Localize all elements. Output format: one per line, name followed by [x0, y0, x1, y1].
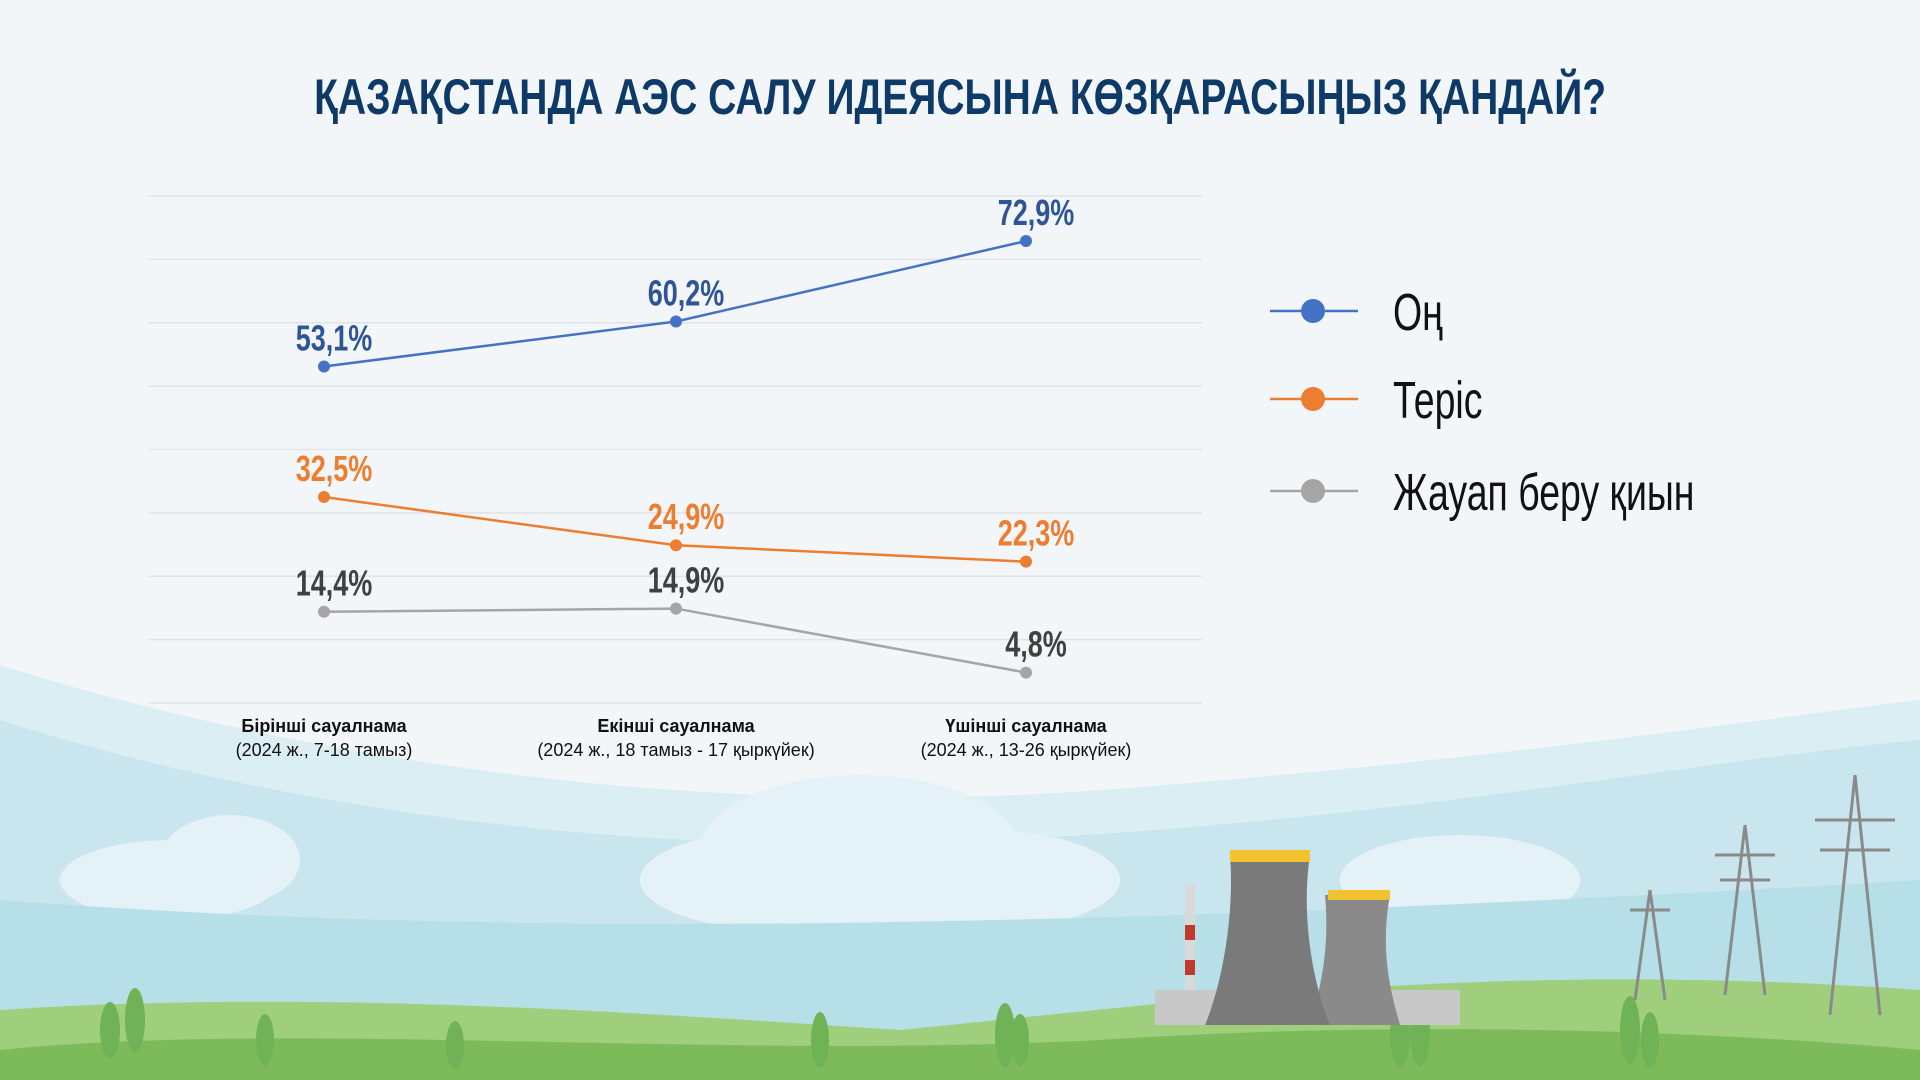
data-point [670, 315, 682, 328]
legend-label: Жауап беру қиын [1393, 464, 1695, 522]
data-point [670, 602, 682, 615]
legend-marker-icon [1270, 387, 1358, 411]
legend-marker-icon [1270, 299, 1358, 323]
data-label: 14,4% [296, 563, 373, 604]
legend-item: Теріс [1268, 369, 1868, 430]
x-tick-label: Екінші сауалнама (2024 ж., 18 тамыз - 17 … [476, 714, 876, 762]
data-label: 22,3% [998, 513, 1075, 554]
x-tick-label: Үшінші сауалнама (2024 ж., 13-26 қыркүйек… [826, 714, 1226, 762]
data-point [1020, 234, 1032, 247]
x-tick-name: Үшінші сауалнама [945, 716, 1107, 736]
data-label: 32,5% [296, 448, 373, 489]
data-label: 72,9% [998, 192, 1075, 233]
x-tick-period: (2024 ж., 7-18 тамыз) [235, 740, 413, 760]
data-point [1020, 666, 1032, 679]
legend-label: Теріс [1393, 372, 1483, 430]
x-tick-period: (2024 ж., 18 тамыз - 17 қыркүйек) [537, 740, 815, 760]
x-tick-label: Бірінші сауалнама (2024 ж., 7-18 тамыз) [124, 714, 524, 762]
x-tick-period: (2024 ж., 13-26 қыркүйек) [920, 740, 1132, 760]
data-label: 14,9% [648, 560, 725, 601]
data-label: 4,8% [1005, 624, 1067, 665]
legend-item: Оң [1268, 281, 1868, 342]
hill-front [0, 1029, 1920, 1080]
trees [100, 988, 1659, 1069]
legend-marker-icon [1270, 479, 1358, 503]
data-label: 24,9% [648, 496, 725, 537]
power-pylons [1630, 774, 1895, 1016]
x-tick-name: Бірінші сауалнама [241, 716, 407, 736]
data-point [1020, 555, 1032, 568]
legend-label: Оң [1393, 284, 1443, 342]
chart-title-text: ҚАЗАҚСТАНДА АЭС САЛУ ИДЕЯСЫНА КӨЗҚАРАСЫҢ… [314, 69, 1606, 125]
power-plant [1155, 850, 1460, 1025]
chart-title: ҚАЗАҚСТАНДА АЭС САЛУ ИДЕЯСЫНА КӨЗҚАРАСЫҢ… [0, 68, 1920, 126]
data-point [670, 539, 682, 552]
x-tick-name: Екінші сауалнама [597, 716, 755, 736]
data-label: 53,1% [296, 318, 373, 359]
series-line-2 [323, 607, 1027, 674]
data-point [318, 491, 330, 504]
data-label: 60,2% [648, 273, 725, 314]
data-point [318, 360, 330, 373]
data-point [318, 605, 330, 618]
legend-item: Жауап беру қиын [1268, 461, 1868, 522]
